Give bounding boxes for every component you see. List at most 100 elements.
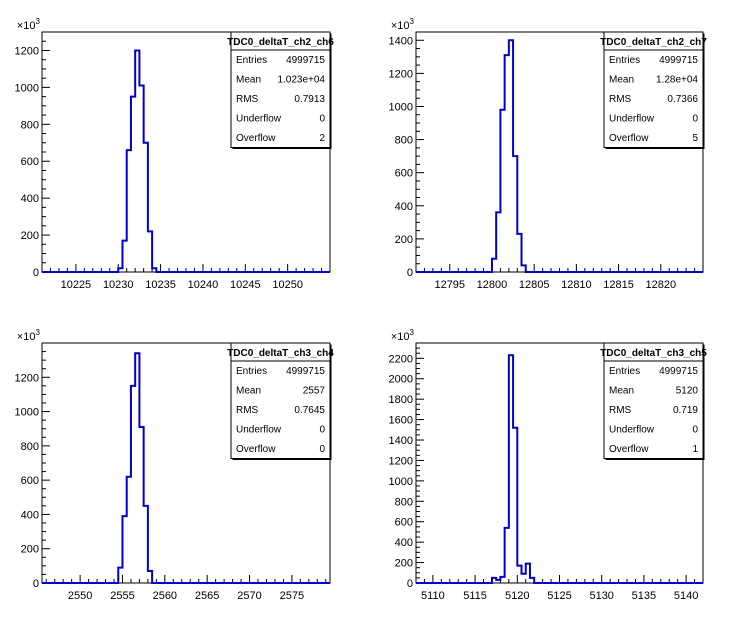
stats-value: 0 [319, 444, 325, 455]
y-tick-label: 1000 [389, 101, 413, 113]
stats-value: 4999715 [286, 366, 325, 377]
x-tick-label: 5125 [547, 590, 571, 602]
y-tick-label: 1600 [389, 415, 413, 427]
y-tick-label: 200 [395, 558, 413, 570]
y-tick-label: 600 [21, 156, 39, 168]
stats-title: TDC0_deltaT_ch2_ch7 [600, 37, 707, 48]
histogram-pad-4: 5110 5115 5120 5125 5130 5135 5140 0 200 400 600 80… [389, 328, 708, 602]
x-tick-label: 12800 [477, 279, 508, 291]
stats-key: Underflow [609, 425, 655, 436]
stats-key: Mean [609, 75, 634, 86]
x-tick-label: 2565 [195, 590, 219, 602]
y-tick-label: 0 [407, 267, 413, 279]
y-tick-label: 400 [395, 201, 413, 213]
x-tick-label: 12820 [645, 279, 676, 291]
x-tick-label: 2555 [110, 590, 134, 602]
y-tick-label: 400 [21, 193, 39, 205]
stats-value: 5 [692, 133, 698, 144]
y-tick-label: 400 [21, 509, 39, 521]
y-tick-label: 1200 [389, 68, 413, 80]
y-tick-label: 800 [21, 119, 39, 131]
y-tick-label: 800 [21, 441, 39, 453]
x-tick-label: 12810 [561, 279, 592, 291]
y-tick-label: 1800 [389, 394, 413, 406]
stats-value: 1.023e+04 [277, 75, 325, 86]
x-tick-label: 10240 [188, 279, 219, 291]
histogram-line [416, 354, 703, 584]
x-tick-label: 12805 [519, 279, 550, 291]
x-tick-label: 10225 [61, 279, 92, 291]
y-tick-label: 1200 [15, 372, 39, 384]
y-tick-label: 0 [407, 578, 413, 590]
y-multiplier-label: ×103 [391, 17, 415, 32]
y-tick-label: 2000 [389, 374, 413, 386]
x-tick-label: 10235 [145, 279, 176, 291]
histogram-line [416, 39, 703, 273]
y-tick-label: 200 [21, 230, 39, 242]
x-tick-label: 10230 [103, 279, 134, 291]
histogram-bin [522, 574, 526, 583]
stats-key: Entries [236, 55, 267, 66]
stats-value: 0.7366 [667, 94, 698, 105]
x-tick-label: 5110 [421, 590, 445, 602]
x-tick-label: 10245 [230, 279, 261, 291]
y-tick-label: 1200 [389, 455, 413, 467]
stats-value: 0.7913 [294, 94, 325, 105]
stats-key: Overflow [236, 133, 276, 144]
x-tick-label: 5120 [505, 590, 529, 602]
stats-key: Underflow [609, 114, 655, 125]
histogram-line [42, 49, 330, 273]
x-tick-label: 2550 [68, 590, 92, 602]
x-tick-label: 2560 [153, 590, 177, 602]
y-tick-label: 1200 [15, 45, 39, 57]
y-multiplier-label: ×103 [17, 328, 41, 343]
y-tick-label: 600 [395, 168, 413, 180]
histogram-line [42, 352, 330, 584]
stats-key: Entries [609, 55, 640, 66]
y-multiplier-label: ×103 [17, 17, 41, 32]
x-tick-label: 5140 [674, 590, 698, 602]
y-tick-label: 200 [21, 544, 39, 556]
stats-key: Entries [236, 366, 267, 377]
histogram-pad-1: 10225 10230 10235 10240 10245 10250 0 200 400 600… [15, 17, 335, 291]
y-tick-label: 1400 [389, 435, 413, 447]
x-tick-label: 12795 [434, 279, 465, 291]
stats-title: TDC0_deltaT_ch3_ch5 [600, 348, 707, 359]
stats-value: 1.28e+04 [656, 75, 698, 86]
stats-key: Mean [236, 75, 261, 86]
x-tick-label: 10250 [272, 279, 303, 291]
stats-value: 5120 [676, 386, 699, 397]
stats-key: Underflow [236, 114, 282, 125]
stats-value: 0 [692, 114, 698, 125]
stats-key: Overflow [609, 133, 649, 144]
y-tick-label: 600 [395, 517, 413, 529]
stats-value: 4999715 [659, 366, 698, 377]
y-tick-label: 800 [395, 496, 413, 508]
x-tick-label: 5130 [589, 590, 613, 602]
stats-value: 0 [319, 114, 325, 125]
y-tick-label: 400 [395, 537, 413, 549]
stats-box [230, 342, 331, 459]
stats-box [230, 31, 331, 148]
x-tick-label: 12815 [603, 279, 634, 291]
x-tick-label: 2570 [237, 590, 261, 602]
stats-value: 2557 [303, 386, 326, 397]
histogram-pad-2: 12795 12800 12805 12810 12815 12820 0 200 400 600… [389, 17, 708, 291]
y-tick-label: 1000 [15, 407, 39, 419]
stats-value: 0 [319, 425, 325, 436]
stats-box [603, 342, 704, 459]
stats-key: Mean [609, 386, 634, 397]
stats-key: Overflow [236, 444, 276, 455]
y-tick-label: 1000 [15, 82, 39, 94]
stats-value: 0 [692, 425, 698, 436]
stats-key: Overflow [609, 444, 649, 455]
stats-key: Mean [236, 386, 261, 397]
y-tick-label: 0 [33, 578, 39, 590]
stats-title: TDC0_deltaT_ch2_ch6 [227, 37, 334, 48]
stats-value: 4999715 [659, 55, 698, 66]
stats-value: 0.719 [673, 405, 698, 416]
stats-title: TDC0_deltaT_ch3_ch4 [227, 348, 334, 359]
y-tick-label: 800 [395, 135, 413, 147]
stats-key: Underflow [236, 425, 282, 436]
